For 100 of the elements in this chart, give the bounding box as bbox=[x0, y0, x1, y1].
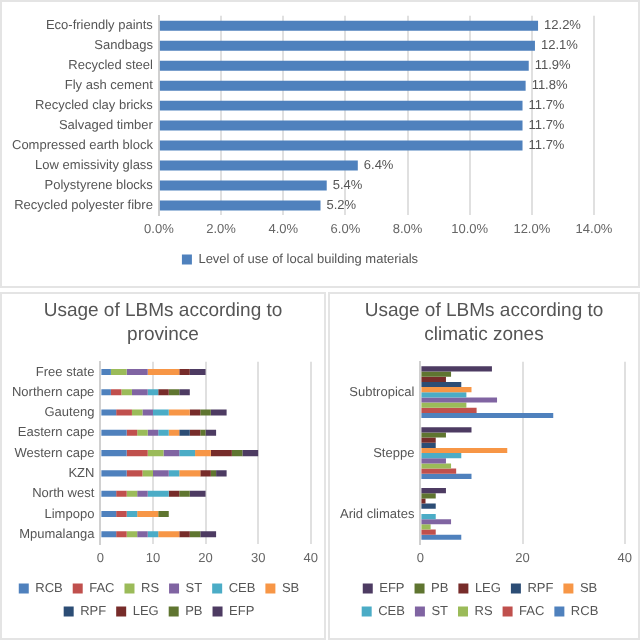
bar bbox=[116, 510, 127, 518]
bar bbox=[152, 409, 169, 416]
bar bbox=[189, 490, 206, 497]
bar bbox=[231, 450, 243, 457]
bar bbox=[101, 510, 117, 518]
bar bbox=[126, 429, 138, 436]
bar bbox=[189, 368, 206, 375]
bar bbox=[159, 180, 327, 191]
bar bbox=[421, 458, 446, 464]
bar bbox=[126, 368, 148, 375]
chart-title: Usage of LBMs according to province bbox=[41, 298, 285, 348]
chart-title: Usage of LBMs according to climatic zones bbox=[362, 298, 606, 348]
bar bbox=[189, 531, 201, 538]
bar bbox=[421, 397, 498, 403]
bar bbox=[147, 490, 169, 497]
bar bbox=[159, 60, 529, 71]
bar bbox=[421, 407, 477, 413]
bar bbox=[126, 490, 138, 497]
bar bbox=[200, 470, 211, 477]
bar bbox=[179, 450, 196, 457]
bar bbox=[126, 510, 138, 518]
bar bbox=[189, 429, 201, 436]
bar bbox=[101, 429, 127, 436]
bar bbox=[179, 531, 190, 538]
bar bbox=[421, 371, 452, 377]
bar bbox=[142, 409, 153, 416]
bar bbox=[210, 450, 232, 457]
bar bbox=[179, 389, 190, 396]
bar bbox=[101, 409, 117, 416]
bar bbox=[421, 442, 436, 448]
bar bbox=[110, 389, 122, 396]
bar bbox=[147, 429, 159, 436]
bar bbox=[421, 488, 446, 494]
bar bbox=[168, 389, 180, 396]
bar bbox=[421, 529, 436, 535]
bar bbox=[159, 40, 535, 51]
bar bbox=[421, 427, 472, 433]
bar bbox=[200, 531, 217, 538]
bar bbox=[421, 463, 452, 469]
bar bbox=[159, 100, 523, 111]
bar bbox=[126, 531, 138, 538]
bar bbox=[116, 409, 132, 416]
bar bbox=[159, 160, 358, 171]
bar bbox=[159, 20, 539, 31]
bar bbox=[147, 389, 159, 396]
bar bbox=[137, 490, 148, 497]
bar bbox=[159, 80, 526, 91]
bar bbox=[101, 531, 117, 538]
bar bbox=[210, 409, 227, 416]
bar bbox=[158, 510, 169, 518]
bar bbox=[137, 510, 159, 518]
bar bbox=[179, 490, 190, 497]
bar bbox=[163, 450, 180, 457]
bar bbox=[110, 368, 127, 375]
bar bbox=[421, 473, 472, 479]
bar bbox=[116, 531, 127, 538]
bar bbox=[421, 432, 446, 438]
bar bbox=[158, 429, 169, 436]
bar bbox=[147, 531, 159, 538]
bar bbox=[421, 376, 446, 382]
bar bbox=[242, 450, 259, 457]
bar bbox=[147, 368, 180, 375]
bar bbox=[421, 493, 436, 499]
bar bbox=[421, 437, 436, 443]
bar bbox=[131, 409, 143, 416]
bar bbox=[421, 524, 431, 530]
bar bbox=[421, 387, 472, 393]
bar bbox=[210, 470, 217, 477]
bar bbox=[101, 450, 127, 457]
bar bbox=[421, 534, 462, 540]
bar bbox=[421, 392, 467, 398]
bar bbox=[131, 389, 148, 396]
bar bbox=[152, 470, 169, 477]
bar bbox=[179, 368, 190, 375]
bar bbox=[421, 412, 554, 419]
bar bbox=[421, 513, 436, 520]
bar bbox=[137, 531, 148, 538]
bar bbox=[179, 429, 190, 436]
bar bbox=[158, 531, 180, 538]
bar bbox=[159, 120, 523, 131]
bar bbox=[101, 490, 117, 497]
bar bbox=[421, 366, 492, 372]
bar bbox=[200, 409, 211, 416]
bar bbox=[421, 402, 467, 408]
bar bbox=[421, 503, 436, 509]
bar bbox=[159, 200, 321, 211]
bar bbox=[179, 470, 201, 477]
bar bbox=[421, 468, 457, 474]
bar bbox=[168, 490, 180, 497]
bar bbox=[126, 450, 148, 457]
bar bbox=[216, 470, 227, 477]
bar bbox=[421, 447, 508, 454]
bar bbox=[205, 429, 217, 436]
bar bbox=[195, 450, 211, 457]
bar bbox=[168, 429, 180, 436]
bar bbox=[116, 490, 127, 497]
bar bbox=[101, 470, 127, 477]
bar bbox=[142, 470, 153, 477]
bar bbox=[421, 453, 462, 459]
bar bbox=[158, 389, 169, 396]
